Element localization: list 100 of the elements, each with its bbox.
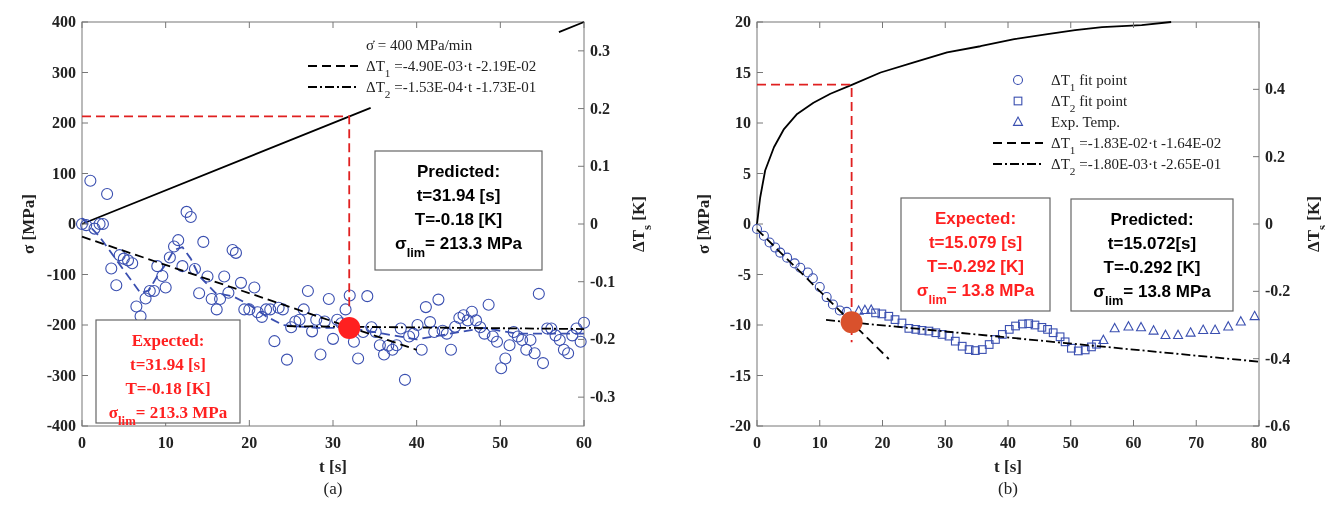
point	[1048, 328, 1058, 338]
y-tick-label: 100	[52, 164, 76, 182]
point	[807, 273, 818, 284]
point	[1037, 322, 1047, 332]
point	[877, 309, 887, 319]
point	[1185, 327, 1196, 337]
y-tick-label: -100	[46, 265, 76, 283]
y2-tick-label: 0	[590, 215, 598, 232]
point	[1109, 322, 1120, 333]
y2-tick-label: 0.2	[1265, 147, 1285, 165]
point	[971, 346, 980, 355]
x-tick-label: 70	[1188, 434, 1205, 451]
point	[871, 308, 880, 318]
x-tick-label: 30	[937, 434, 954, 451]
x-tick-label: 50	[492, 434, 509, 451]
point	[1160, 329, 1171, 340]
point	[984, 340, 994, 349]
point	[904, 323, 914, 333]
point	[802, 267, 813, 278]
annotation: Predicted: t=31.94 [s] T=-0.18 [K] σ$_{lim}$= 213.3 MPa	[395, 162, 523, 260]
point	[1148, 325, 1159, 335]
point	[1198, 324, 1209, 334]
point	[1004, 325, 1014, 334]
y-tick-label: -300	[46, 366, 76, 384]
y2-tick-label: -0.2	[1265, 282, 1291, 300]
point	[950, 336, 960, 346]
point	[834, 305, 845, 316]
x-tick-label: 10	[157, 434, 174, 451]
y-tick-label: 0	[68, 215, 76, 232]
x-tick-label: 30	[325, 434, 341, 451]
point	[821, 292, 832, 303]
y-tick-label: 15	[735, 63, 751, 81]
y-tick-label: -20	[729, 417, 751, 434]
x-tick-label: 60	[576, 434, 592, 451]
point	[1210, 324, 1221, 334]
point	[1098, 334, 1109, 345]
y2-tick-label: -0.6	[1265, 417, 1291, 434]
point	[957, 341, 967, 351]
y2-tick-label: 0	[1265, 215, 1273, 232]
y-tick-label: -200	[46, 316, 76, 333]
point	[1092, 339, 1101, 349]
x-tick-label: 60	[1125, 434, 1142, 451]
point	[1235, 316, 1246, 326]
y2-tick-label: -0.4	[1265, 349, 1291, 367]
text: (b)	[998, 479, 1018, 498]
point	[775, 247, 786, 258]
y2-tick-label: 0.3	[590, 41, 610, 59]
legend-label: ΔT$_{1}$ =-4.90E-03·t -2.19E-02	[366, 58, 537, 79]
point	[1011, 321, 1020, 331]
y-tick-label: -15	[729, 366, 751, 384]
y-tick-label: -400	[46, 417, 76, 434]
point	[751, 224, 763, 235]
point	[1030, 320, 1040, 330]
point	[937, 330, 947, 339]
x-tick-label: 50	[1062, 434, 1079, 451]
point	[1073, 346, 1083, 356]
x-axis-title: t [s]	[319, 457, 347, 476]
x-tick-label: 40	[408, 434, 425, 451]
point	[917, 326, 927, 335]
y-axis-title: σ [MPa]	[694, 194, 713, 254]
point	[1060, 337, 1070, 347]
y-tick-label: -10	[729, 316, 751, 333]
x-tick-label: 20	[241, 434, 258, 451]
y2-tick-label: -0.2	[590, 330, 616, 348]
y-tick-label: 10	[735, 114, 751, 131]
annotation: Expected: t=15.079 [s] T=-0.292 [K] σ$_{lim}$= 13.8 MPa	[916, 209, 1035, 307]
annotation: Predicted: t=15.072[s] T=-0.292 [K] σ$_{lim}$= 13.8 MPa	[1093, 210, 1212, 308]
point	[924, 326, 934, 336]
y-tick-label: 5	[743, 164, 751, 182]
point	[897, 318, 907, 328]
point	[795, 262, 806, 273]
point	[1080, 345, 1090, 355]
point	[911, 325, 921, 334]
point	[1018, 319, 1027, 329]
y2-tick-label: 0.2	[590, 99, 610, 117]
point	[1024, 319, 1034, 329]
point	[1135, 321, 1147, 332]
point	[1067, 343, 1076, 353]
point	[884, 311, 894, 321]
point	[1223, 321, 1234, 331]
legend-title: σ̇ = 400 MPa/min	[366, 37, 473, 53]
point	[931, 328, 941, 338]
y-tick-label: 300	[52, 63, 76, 81]
point	[964, 345, 974, 354]
point	[977, 345, 987, 354]
y2-tick-label: -0.3	[590, 388, 616, 406]
point	[814, 281, 825, 293]
point	[1055, 332, 1065, 342]
y2-tick-label: 0.1	[590, 157, 610, 175]
point	[859, 304, 870, 315]
point	[1043, 325, 1052, 334]
y-tick-label: 20	[735, 13, 751, 30]
point	[789, 258, 800, 269]
x-tick-label: 80	[1251, 434, 1267, 451]
point	[827, 299, 838, 310]
point	[770, 242, 781, 253]
point	[758, 230, 769, 241]
y-tick-label: 0	[743, 215, 751, 232]
legend-label: Exp. Temp.	[1051, 114, 1121, 130]
legend-label: ΔT$_{2}$ =-1.53E-04·t -1.73E-01	[366, 79, 537, 100]
